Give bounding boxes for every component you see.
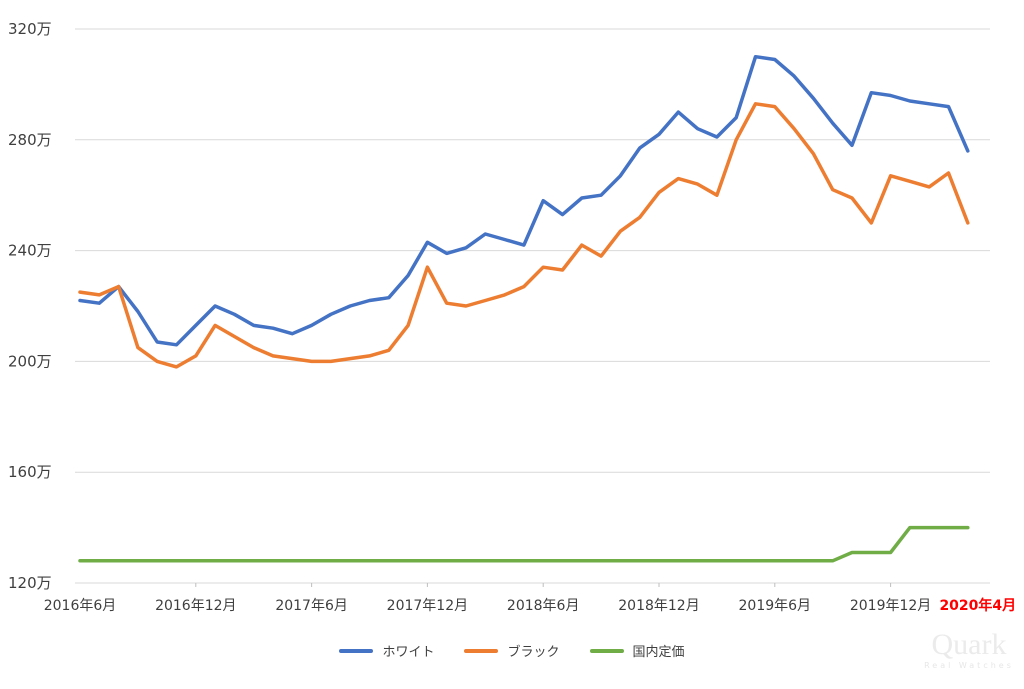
legend-item-list-price: 国内定価 [589,641,685,660]
y-axis-label: 120万 [8,574,52,592]
y-axis-label: 160万 [8,463,52,481]
y-axis-label: 240万 [8,242,52,260]
y-axis-label: 280万 [8,131,52,149]
x-axis-label: 2018年6月 [507,598,580,614]
x-axis-label: 2018年12月 [618,598,699,614]
y-axis-label: 320万 [8,20,52,38]
legend-label-white: ホワイト [382,645,435,660]
legend-label-black: ブラック [507,645,560,660]
line-chart-canvas: 320万 280万 240万 200万 160万 120万 2016年6月 2016年12月 2… [8,20,1016,614]
x-axis-label: 2016年6月 [44,598,117,614]
x-axis-label: 2019年12月 [850,598,931,614]
brand-tagline: Real Watches [924,661,1014,670]
legend-swatch-black [464,648,499,653]
chart-legend: ホワイト ブラック 国内定価 [0,641,1024,660]
brand-name: Quark [931,628,1007,661]
legend-swatch-white [339,648,374,653]
brand-watermark: Quark Real Watches [924,628,1014,671]
y-axis-label: 200万 [8,352,52,370]
x-axis-label: 2019年6月 [739,598,812,614]
legend-swatch-list-price [589,648,624,653]
legend-item-white: ホワイト [339,641,434,660]
series-line-list-price [78,525,970,563]
x-axis-label: 2016年12月 [155,598,236,614]
x-axis-label: 2017年6月 [275,598,348,614]
x-axis-label-current: 2020年4月 [939,597,1016,614]
series-line-black [78,102,970,369]
legend-label-list-price: 国内定価 [632,645,685,660]
x-axis-label: 2017年12月 [387,598,468,614]
legend-item-black: ブラック [464,641,560,660]
series-line-white [78,54,970,347]
